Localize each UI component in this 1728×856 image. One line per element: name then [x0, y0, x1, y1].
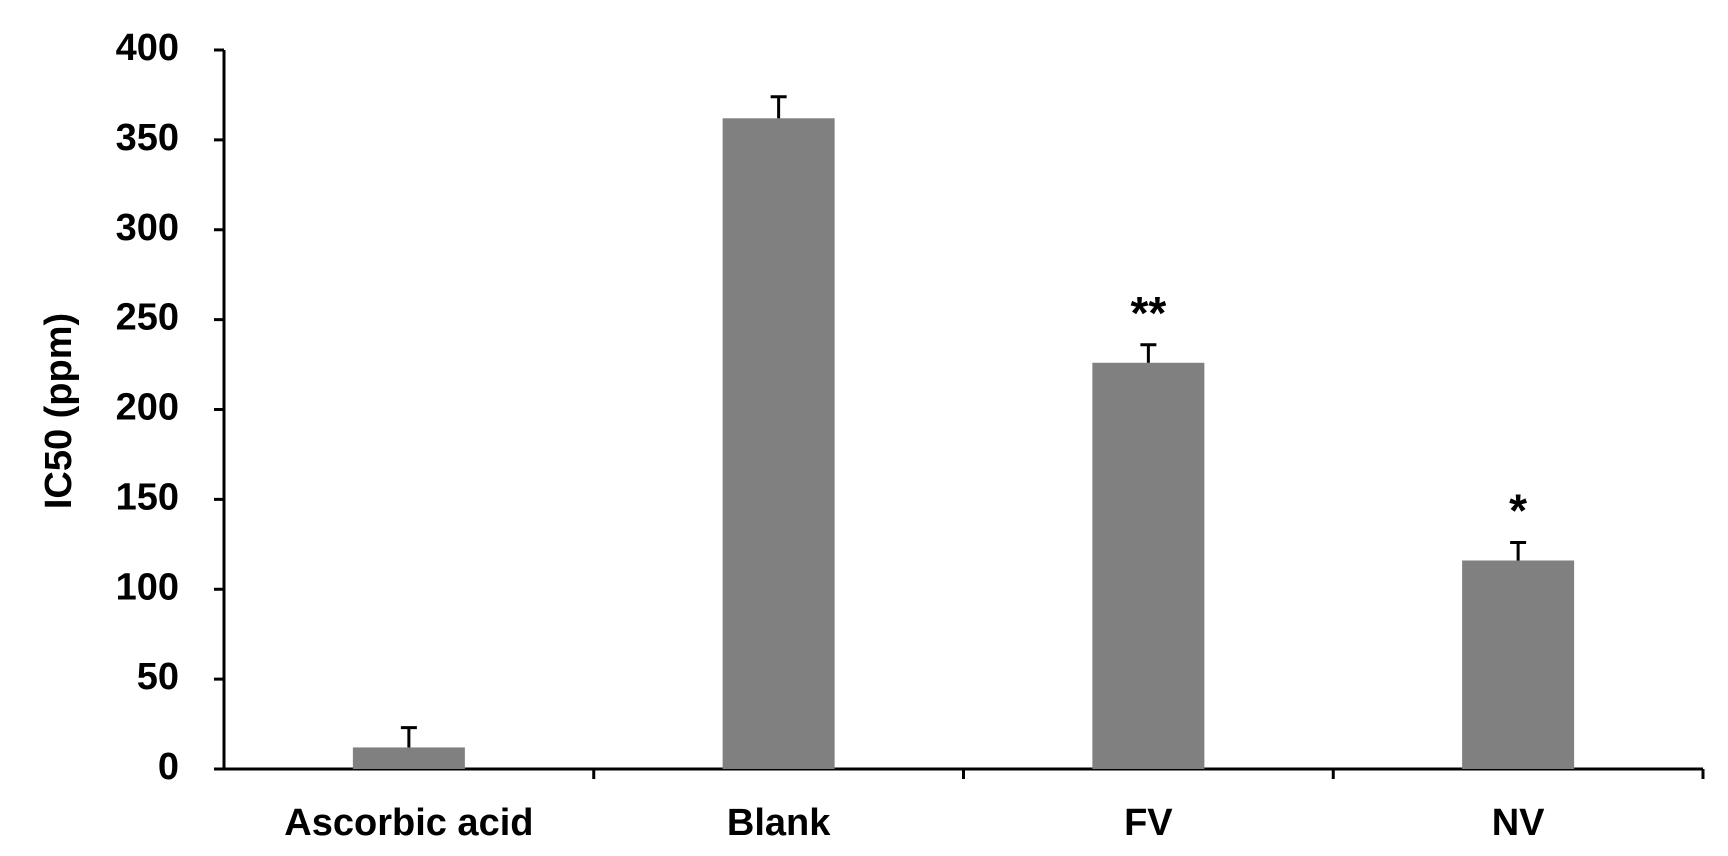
- error-bar: [400, 726, 417, 748]
- error-bar: [1140, 343, 1157, 363]
- x-tick-label: Blank: [727, 802, 831, 844]
- y-tick-label: 150: [116, 476, 179, 518]
- y-tick-label: 250: [116, 297, 179, 339]
- y-tick-label: 200: [116, 387, 179, 429]
- y-tick-label: 300: [116, 207, 179, 249]
- error-bar: [770, 95, 787, 119]
- x-tick-label: FV: [1124, 802, 1173, 844]
- x-tick-label: Ascorbic acid: [284, 802, 533, 844]
- bar: [352, 747, 465, 769]
- y-tick-label: 350: [116, 117, 179, 159]
- error-bar: [1510, 541, 1527, 561]
- significance-marker: **: [1130, 287, 1166, 339]
- y-tick-label: 100: [116, 566, 179, 608]
- bar: [1092, 362, 1205, 769]
- y-tick-label: 50: [137, 656, 179, 698]
- bar: [1462, 560, 1575, 769]
- y-tick-label: 400: [116, 27, 179, 69]
- x-tick-label: NV: [1492, 802, 1545, 844]
- y-axis-label: IC50 (ppm): [38, 313, 80, 509]
- y-tick-label: 0: [158, 746, 179, 788]
- significance-marker: *: [1509, 485, 1527, 537]
- bar: [722, 118, 835, 770]
